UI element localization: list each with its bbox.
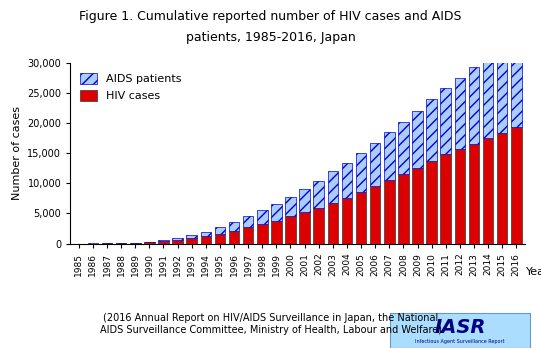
Bar	[469, 68, 479, 144]
Bar	[229, 222, 239, 231]
Bar	[497, 133, 507, 244]
Bar	[215, 227, 225, 234]
Bar	[398, 122, 408, 174]
Text: Figure 1. Cumulative reported number of HIV cases and AIDS: Figure 1. Cumulative reported number of …	[79, 10, 462, 23]
Bar	[201, 236, 211, 244]
Bar	[384, 180, 394, 244]
Bar	[158, 240, 169, 242]
Bar	[483, 138, 493, 244]
Bar	[426, 100, 437, 161]
Bar	[426, 161, 437, 244]
Bar	[440, 154, 451, 244]
Y-axis label: Number of cases: Number of cases	[12, 106, 22, 200]
Bar	[356, 192, 366, 244]
Bar	[497, 45, 507, 133]
Bar	[327, 203, 338, 244]
Bar	[116, 243, 127, 244]
Text: Year: Year	[526, 267, 541, 277]
Bar	[144, 243, 155, 244]
Bar	[187, 235, 197, 238]
Bar	[370, 186, 380, 244]
Bar	[440, 88, 451, 154]
Bar	[356, 153, 366, 192]
Bar	[130, 243, 141, 244]
Bar	[384, 132, 394, 180]
Legend: AIDS patients, HIV cases: AIDS patients, HIV cases	[76, 68, 186, 105]
Bar	[313, 181, 324, 208]
Bar	[342, 198, 352, 244]
Bar	[342, 163, 352, 198]
Bar	[511, 33, 522, 127]
Bar	[229, 231, 239, 244]
Bar	[299, 189, 310, 212]
Bar	[243, 227, 253, 244]
Bar	[454, 78, 465, 149]
Bar	[187, 238, 197, 244]
Bar	[172, 238, 183, 240]
Text: (2016 Annual Report on HIV/AIDS Surveillance in Japan, the National
AIDS Surveil: (2016 Annual Report on HIV/AIDS Surveill…	[100, 313, 441, 335]
Text: Infectious Agent Surveillance Report: Infectious Agent Surveillance Report	[415, 339, 505, 344]
Bar	[158, 242, 169, 244]
Bar	[285, 197, 296, 216]
Bar	[172, 240, 183, 244]
Bar	[215, 234, 225, 244]
Bar	[313, 208, 324, 244]
Bar	[299, 212, 310, 244]
Bar	[398, 174, 408, 244]
Bar	[257, 224, 268, 244]
Bar	[454, 149, 465, 244]
Bar	[412, 168, 423, 244]
Bar	[201, 231, 211, 236]
Bar	[511, 127, 522, 244]
Bar	[271, 221, 282, 244]
Bar	[144, 242, 155, 243]
Bar	[271, 204, 282, 221]
Text: patients, 1985-2016, Japan: patients, 1985-2016, Japan	[186, 31, 355, 44]
Bar	[469, 144, 479, 244]
Bar	[327, 171, 338, 203]
Bar	[285, 216, 296, 244]
Text: IASR: IASR	[434, 318, 485, 337]
Bar	[243, 216, 253, 227]
Bar	[483, 56, 493, 138]
Bar	[370, 143, 380, 186]
Bar	[412, 111, 423, 168]
Bar	[257, 211, 268, 224]
